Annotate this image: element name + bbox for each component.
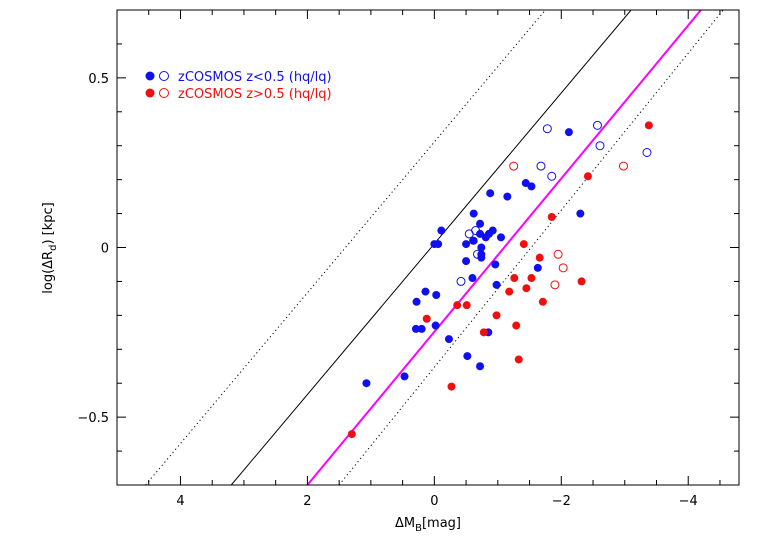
data-point [477, 243, 486, 252]
data-point [473, 249, 483, 259]
data-point [456, 276, 466, 286]
dotted-relation-line-3 [338, 10, 724, 485]
data-point [447, 382, 456, 391]
data-point [463, 352, 472, 361]
data-point [644, 121, 653, 130]
data-point [476, 219, 485, 228]
data-point [476, 362, 485, 371]
data-point [564, 128, 573, 137]
x-tick-label: 0 [430, 494, 438, 509]
data-point [362, 379, 371, 388]
data-point [618, 161, 628, 171]
data-point [519, 240, 528, 249]
data-point [522, 284, 531, 293]
x-axis-label: ΔMB[mag] [395, 516, 461, 534]
data-point [411, 324, 420, 333]
data-point [642, 148, 652, 157]
data-point [469, 209, 478, 218]
data-point [527, 274, 536, 283]
data-point [542, 124, 552, 134]
data-point [462, 240, 471, 249]
legend-filled-marker-low-z [145, 71, 155, 81]
data-point [492, 311, 501, 320]
data-point [453, 301, 462, 310]
data-point [533, 263, 542, 272]
data-point [468, 274, 477, 283]
x-tick-label: 4 [176, 494, 184, 509]
data-point [421, 287, 430, 296]
data-point [432, 291, 441, 299]
y-axis-label: log(ΔRd) [kpc] [41, 202, 59, 293]
x-tick-label: −4 [679, 494, 698, 509]
data-point [400, 372, 409, 381]
dotted-relation-line-1 [145, 10, 546, 485]
legend-entry-high-z: zCOSMOS z>0.5 (hq/lq) [145, 87, 332, 102]
data-point [509, 161, 519, 171]
legend-entry-low-z: zCOSMOS z<0.5 (hq/lq) [145, 70, 332, 85]
x-tick-label: 2 [303, 494, 311, 509]
data-points [347, 120, 653, 439]
data-point [536, 161, 546, 171]
data-point [503, 192, 512, 201]
data-point [486, 189, 495, 198]
legend-label-high-z: zCOSMOS z>0.5 (hq/lq) [178, 87, 332, 102]
data-point [577, 277, 586, 286]
data-point [479, 328, 488, 337]
data-point [595, 141, 605, 151]
data-point [471, 226, 481, 236]
data-point [558, 263, 568, 273]
data-point [469, 236, 478, 245]
data-point [505, 287, 514, 296]
data-point [527, 182, 536, 191]
data-point [488, 226, 497, 235]
data-point [422, 314, 431, 323]
data-point [514, 355, 523, 364]
data-point [412, 297, 421, 306]
data-point [431, 321, 440, 330]
legend-open-marker-low-z [159, 71, 169, 81]
data-point [547, 212, 556, 221]
axis-ticks: 4 2 0 −2 −4 0.5 0 −0.5 [77, 10, 739, 509]
legend-label-low-z: zCOSMOS z<0.5 (hq/lq) [178, 70, 332, 85]
data-point [444, 335, 453, 344]
data-point [535, 253, 544, 262]
y-tick-label: 0 [101, 242, 109, 257]
y-tick-label: −0.5 [77, 411, 109, 426]
y-tick-label: 0.5 [88, 72, 109, 87]
data-point [583, 172, 592, 181]
legend-open-marker-high-z [159, 88, 169, 98]
data-point [547, 171, 557, 181]
data-point [491, 260, 500, 269]
relation-lines [145, 10, 724, 485]
data-point [592, 120, 602, 130]
magenta-fit-line [306, 10, 702, 485]
legend: zCOSMOS z<0.5 (hq/lq) zCOSMOS z>0.5 (hq/… [145, 70, 332, 102]
data-point [434, 240, 443, 249]
data-point [510, 274, 519, 283]
legend-filled-marker-high-z [145, 88, 155, 98]
data-point [462, 301, 471, 310]
data-point [496, 233, 505, 242]
data-point [347, 430, 356, 439]
data-point [512, 321, 521, 330]
data-point [538, 297, 547, 306]
solid-relation-line [230, 10, 632, 485]
data-point [462, 257, 471, 266]
data-point [553, 249, 563, 259]
data-point [417, 324, 426, 333]
data-point [550, 280, 560, 290]
data-point [437, 226, 446, 235]
data-point [492, 280, 501, 289]
data-point [576, 209, 585, 218]
x-tick-label: −2 [552, 494, 571, 509]
